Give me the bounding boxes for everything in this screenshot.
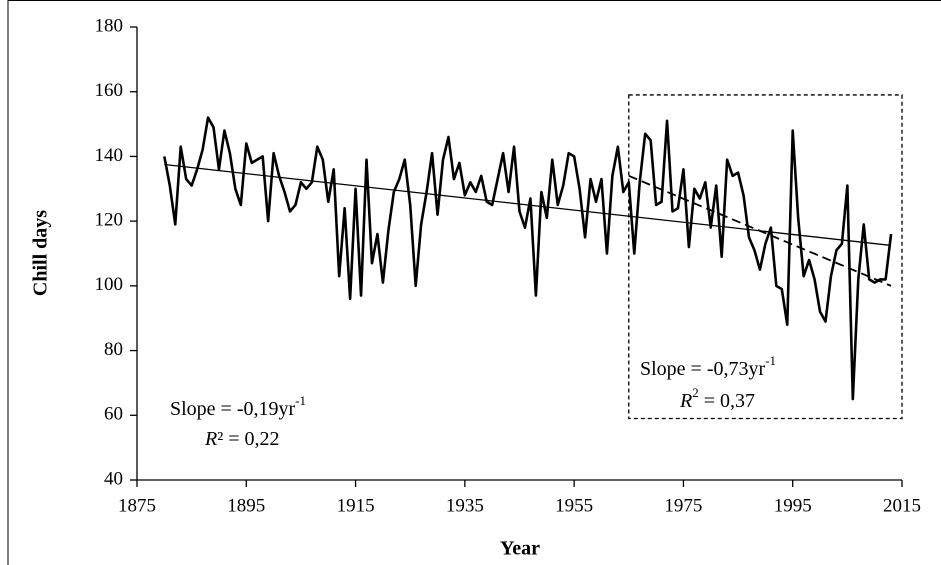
annotation-slope: Slope = -0,19yr-1 xyxy=(170,393,306,420)
r-superscript: 2 xyxy=(692,385,699,400)
trend-line xyxy=(628,175,892,287)
r-variable: R xyxy=(679,390,692,412)
y-tick-label: 100 xyxy=(95,274,124,295)
x-tick-label: 1955 xyxy=(555,495,593,516)
trend-line xyxy=(164,163,892,247)
x-tick-label: 1995 xyxy=(774,495,812,516)
y-tick-label: 120 xyxy=(95,210,124,231)
y-axis-label: Chill days xyxy=(30,210,52,296)
x-tick-label: 2015 xyxy=(883,495,921,516)
x-tick-label: 1875 xyxy=(118,495,156,516)
x-tick-label: 1935 xyxy=(446,495,484,516)
x-tick-label: 1895 xyxy=(227,495,265,516)
annotation-r2: R² = 0,22 xyxy=(204,428,280,450)
x-tick-label: 1975 xyxy=(664,495,702,516)
y-tick-label: 40 xyxy=(104,468,123,489)
r-value: = 0,37 xyxy=(699,390,755,412)
r-value: ² = 0,22 xyxy=(217,428,279,450)
y-tick-label: 60 xyxy=(104,404,123,425)
x-axis-label: Year xyxy=(500,538,540,560)
r-variable: R xyxy=(204,428,217,450)
annotation-r2: R2 = 0,37 xyxy=(679,385,755,412)
y-tick-label: 180 xyxy=(95,15,124,36)
slope-text: Slope = -0,19yr xyxy=(170,398,295,420)
y-tick-label: 160 xyxy=(95,80,124,101)
slope-superscript: -1 xyxy=(765,353,776,368)
y-tick-label: 140 xyxy=(95,145,124,166)
slope-text: Slope = -0,73yr xyxy=(640,358,765,380)
y-tick-label: 80 xyxy=(104,339,123,360)
annotation-slope: Slope = -0,73yr-1 xyxy=(640,353,776,380)
data-line xyxy=(163,116,893,401)
x-tick-label: 1915 xyxy=(337,495,375,516)
slope-superscript: -1 xyxy=(295,393,306,408)
highlight-box xyxy=(628,94,903,420)
